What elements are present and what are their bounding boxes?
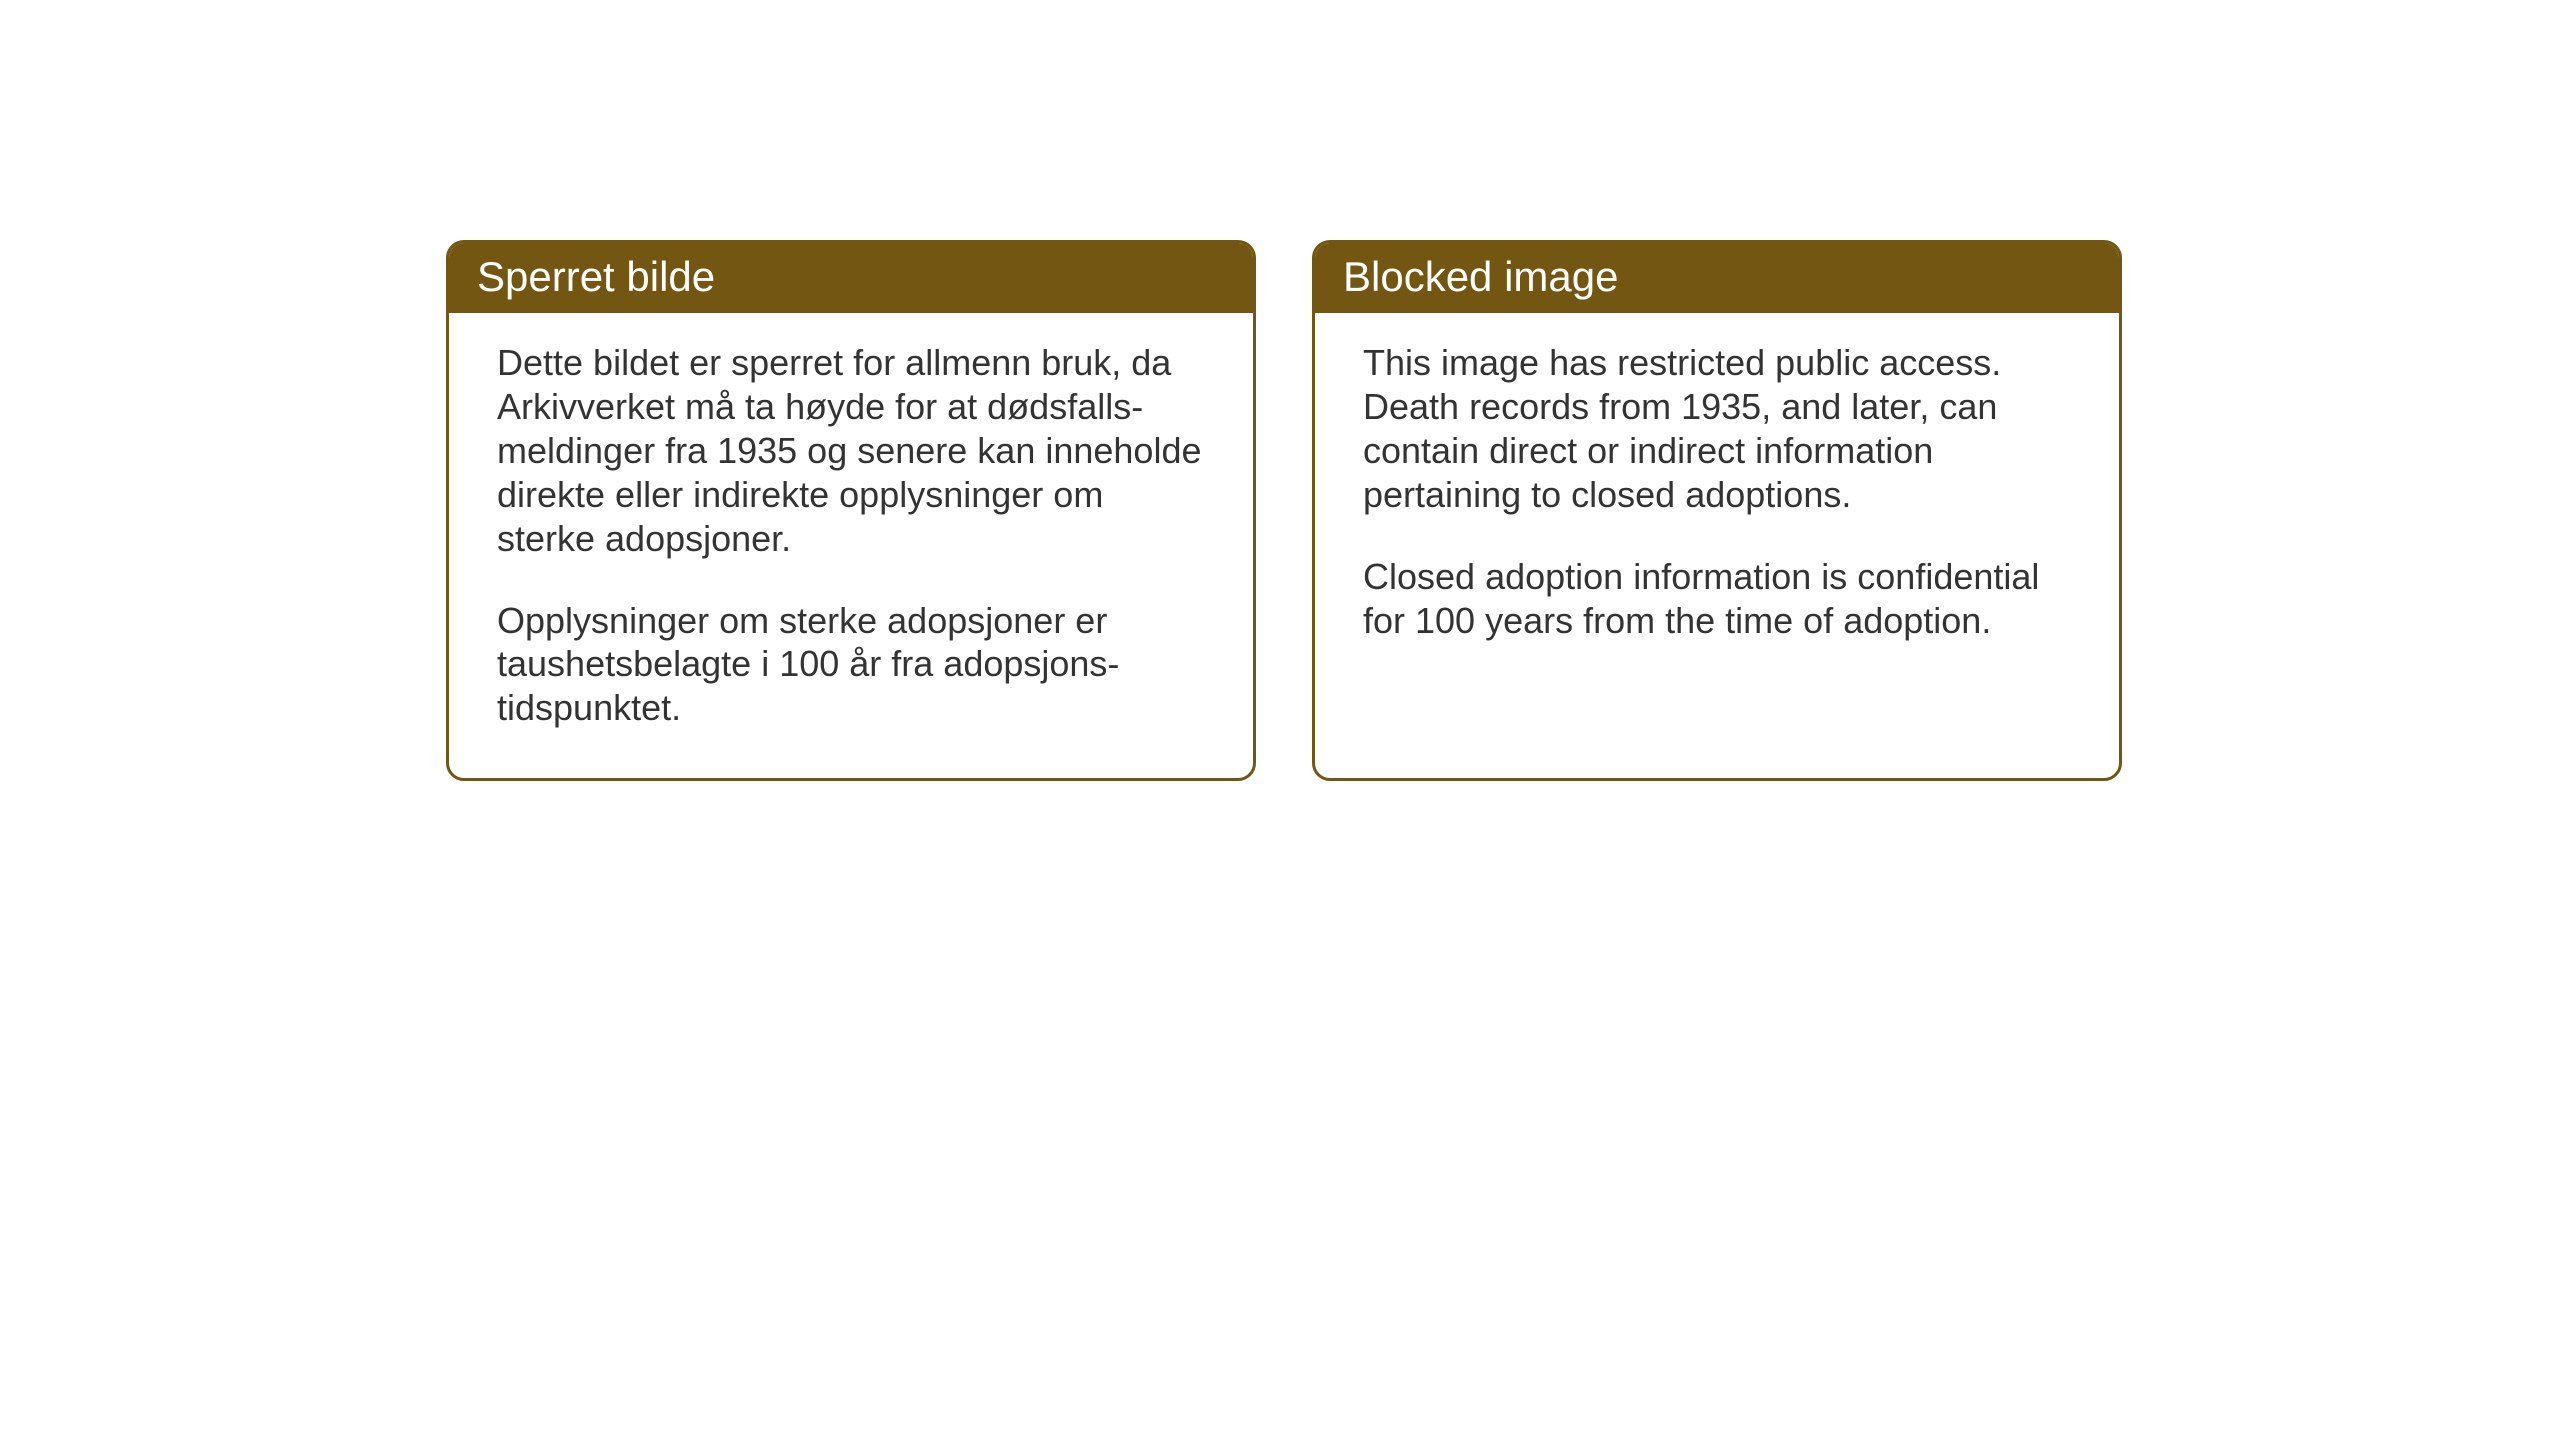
notice-container: Sperret bilde Dette bildet er sperret fo…	[446, 240, 2122, 781]
para-norwegian-1: Dette bildet er sperret for allmenn bruk…	[497, 341, 1205, 561]
card-body-english: This image has restricted public access.…	[1315, 313, 2119, 690]
notice-card-norwegian: Sperret bilde Dette bildet er sperret fo…	[446, 240, 1256, 781]
para-norwegian-2: Opplysninger om sterke adopsjoner er tau…	[497, 599, 1205, 731]
para-english-1: This image has restricted public access.…	[1363, 341, 2071, 517]
card-header-english: Blocked image	[1315, 243, 2119, 313]
card-header-norwegian: Sperret bilde	[449, 243, 1253, 313]
para-english-2: Closed adoption information is confident…	[1363, 555, 2071, 643]
notice-card-english: Blocked image This image has restricted …	[1312, 240, 2122, 781]
card-body-norwegian: Dette bildet er sperret for allmenn bruk…	[449, 313, 1253, 778]
